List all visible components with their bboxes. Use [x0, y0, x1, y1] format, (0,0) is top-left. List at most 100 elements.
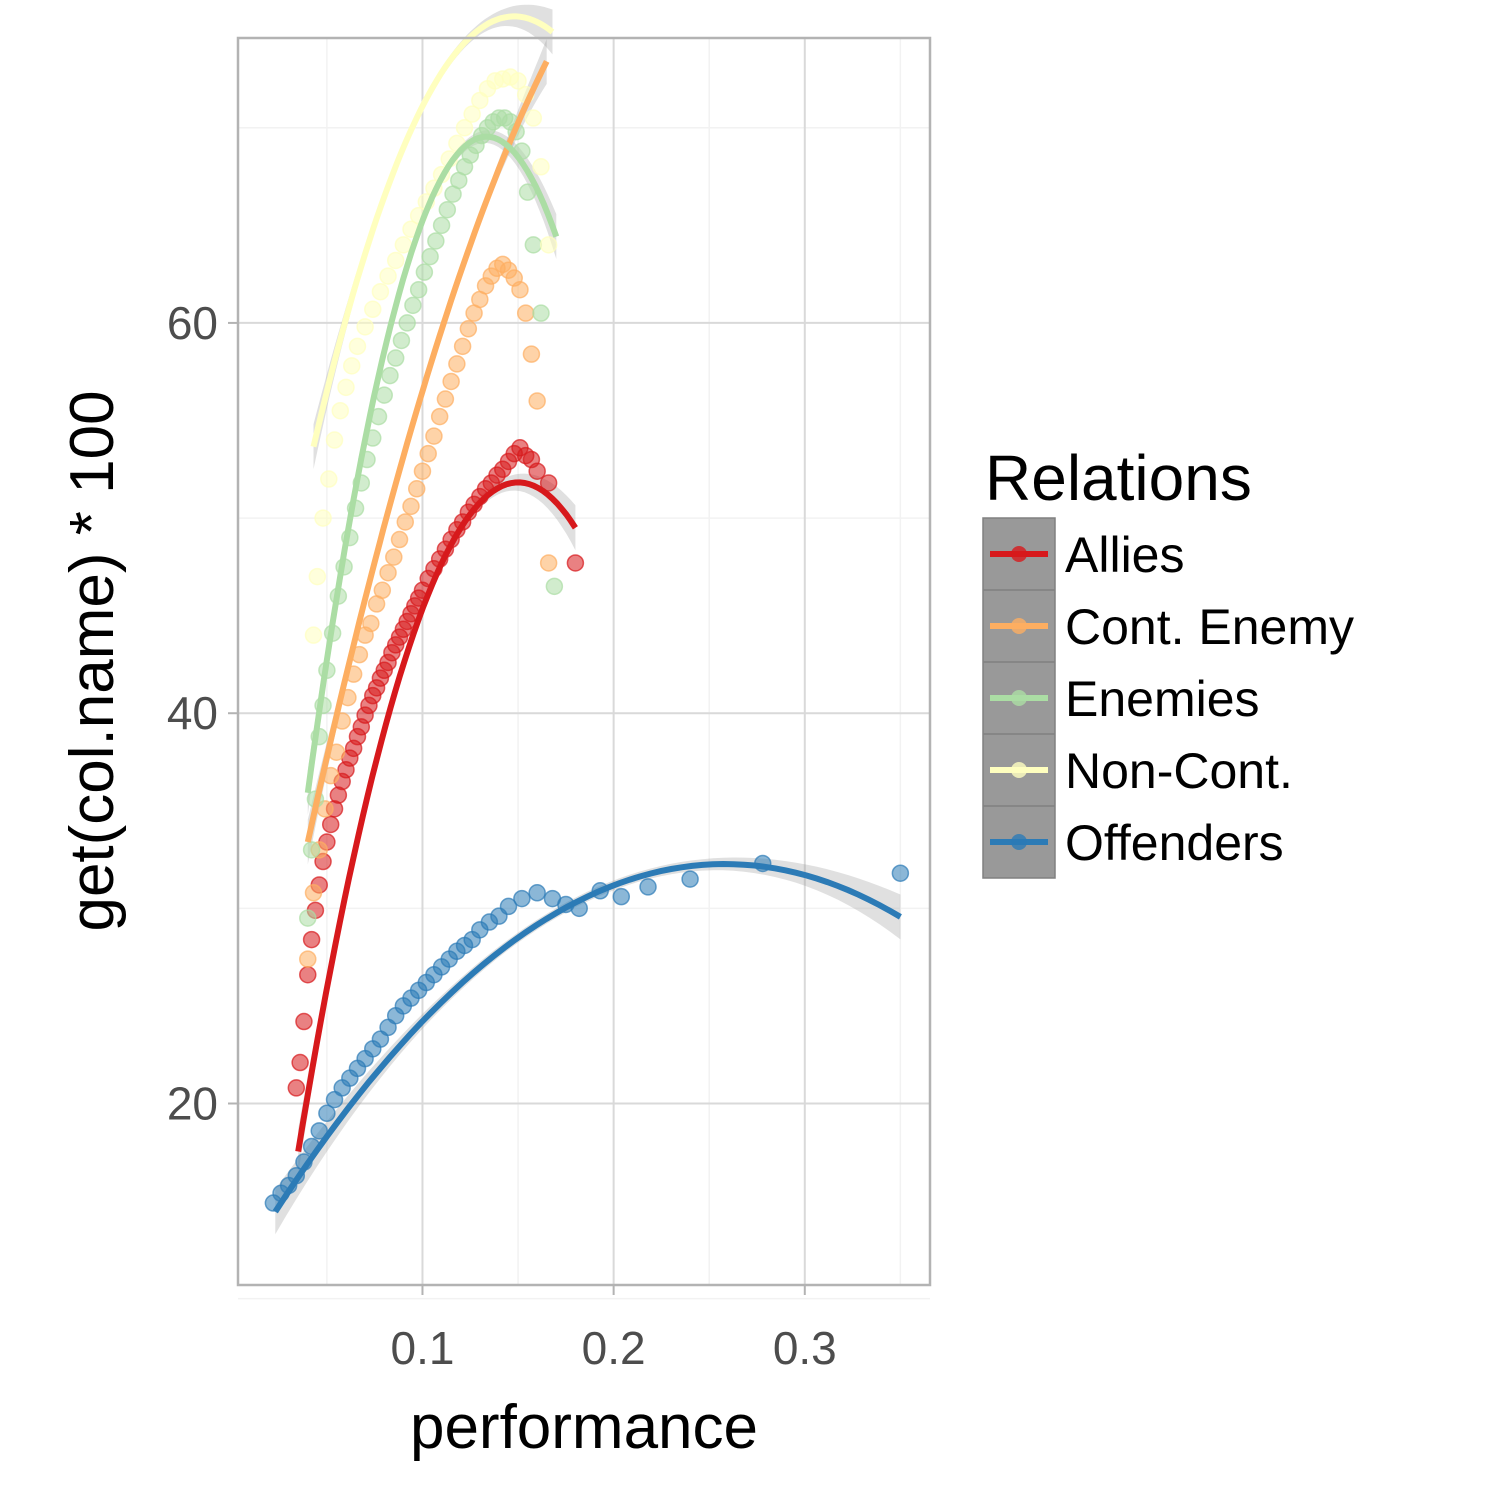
data-point — [342, 357, 361, 375]
data-point — [304, 626, 323, 644]
legend-label: Non-Cont. — [1065, 743, 1293, 799]
data-point — [320, 470, 338, 488]
x-axis-title: performance — [410, 1393, 758, 1462]
data-point — [314, 509, 332, 527]
legend-item-allies: Allies — [990, 527, 1184, 583]
legend-key-point — [1011, 690, 1027, 706]
data-point — [463, 105, 481, 123]
data-point — [522, 345, 541, 363]
data-point — [362, 614, 380, 633]
data-point — [513, 889, 531, 908]
data-point — [385, 548, 403, 566]
data-point — [430, 407, 449, 426]
data-point — [459, 320, 478, 338]
series-allies-fit-line — [295, 479, 578, 1152]
x-tick-label: 0.3 — [773, 1322, 837, 1374]
panel-border — [236, 36, 932, 1287]
data-point — [528, 462, 546, 480]
data-point — [511, 280, 529, 299]
data-point — [415, 263, 434, 281]
x-axis-ticks: 0.1 0.2 0.3 — [390, 1285, 837, 1374]
data-point — [436, 390, 455, 408]
x-tick-label: 0.2 — [582, 1322, 646, 1374]
data-point — [566, 554, 585, 572]
legend-item-offenders: Offenders — [983, 805, 1284, 871]
data-point — [321, 815, 340, 834]
legend-label: Cont. Enemy — [1065, 599, 1354, 655]
data-point — [425, 427, 443, 445]
data-point — [379, 267, 397, 285]
series-non-cont-fit-line — [310, 13, 555, 448]
data-point — [291, 1053, 309, 1072]
x-tick-label: 0.1 — [390, 1322, 454, 1374]
data-point — [310, 1122, 328, 1140]
data-point — [509, 72, 527, 90]
data-point — [308, 567, 327, 586]
legend: Relations Allies Cont. Enemy Enemies Non-Co… — [982, 442, 1354, 879]
data-point — [438, 200, 457, 219]
data-point — [302, 930, 321, 949]
series-non-cont-points — [304, 68, 558, 644]
data-point — [396, 513, 415, 531]
data-point — [612, 887, 631, 906]
y-axis-title: get(col.name) * 100 — [58, 390, 127, 931]
data-point — [299, 965, 317, 984]
data-point — [331, 401, 350, 420]
data-point — [304, 884, 323, 902]
data-point — [427, 232, 445, 250]
data-point — [528, 884, 546, 902]
y-tick-label: 20 — [167, 1078, 218, 1130]
legend-key-point — [1011, 546, 1027, 562]
series-offenders-fit-line — [272, 860, 902, 1214]
series-cont-enemy-points — [299, 255, 558, 968]
data-point — [402, 497, 420, 516]
series-enemies-fit-line — [304, 133, 560, 794]
data-point — [421, 247, 439, 266]
data-point — [398, 314, 416, 332]
data-point — [379, 563, 397, 582]
y-tick-label: 40 — [167, 687, 218, 739]
legend-key-point — [1011, 834, 1027, 850]
data-point — [639, 878, 657, 896]
data-point — [528, 392, 546, 410]
data-point — [386, 349, 405, 367]
legend-item-enemies: Enemies — [983, 661, 1260, 727]
data-point — [409, 280, 428, 299]
data-point — [371, 282, 390, 301]
data-point — [532, 158, 550, 176]
data-point — [373, 581, 392, 600]
data-point — [381, 366, 399, 385]
legend-item-non-cont: Non-Cont. — [983, 733, 1293, 799]
data-point — [891, 864, 910, 882]
data-point — [681, 870, 699, 888]
data-point — [455, 119, 474, 137]
data-point — [432, 216, 451, 235]
data-point — [390, 530, 409, 549]
series-cont-enemy-ribbon — [307, 39, 547, 865]
data-point — [524, 109, 543, 127]
data-point — [299, 950, 317, 968]
legend-key-point — [1011, 762, 1027, 778]
data-point — [337, 378, 355, 397]
data-point — [404, 296, 422, 315]
legend-label: Enemies — [1065, 671, 1260, 727]
data-point — [287, 1079, 306, 1097]
data-point — [499, 897, 518, 916]
y-tick-label: 60 — [167, 297, 218, 349]
data-point — [539, 236, 558, 254]
data-point — [413, 462, 432, 480]
legend-key-point — [1011, 618, 1027, 634]
data-point — [302, 841, 321, 859]
data-point — [295, 1012, 313, 1031]
data-point — [299, 909, 317, 927]
data-point — [539, 554, 558, 572]
data-point — [348, 337, 367, 356]
data-point — [325, 431, 344, 449]
legend-item-cont-enemy: Cont. Enemy — [983, 589, 1354, 655]
legend-label: Offenders — [1065, 815, 1284, 871]
data-point — [442, 372, 460, 391]
data-point — [524, 236, 543, 254]
data-point — [356, 318, 374, 336]
legend-title: Relations — [985, 442, 1252, 514]
legend-label: Allies — [1065, 527, 1184, 583]
